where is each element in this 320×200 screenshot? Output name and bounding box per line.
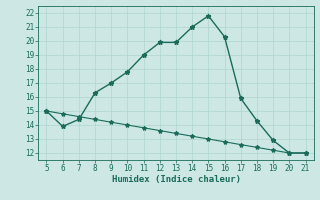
X-axis label: Humidex (Indice chaleur): Humidex (Indice chaleur) [111, 175, 241, 184]
